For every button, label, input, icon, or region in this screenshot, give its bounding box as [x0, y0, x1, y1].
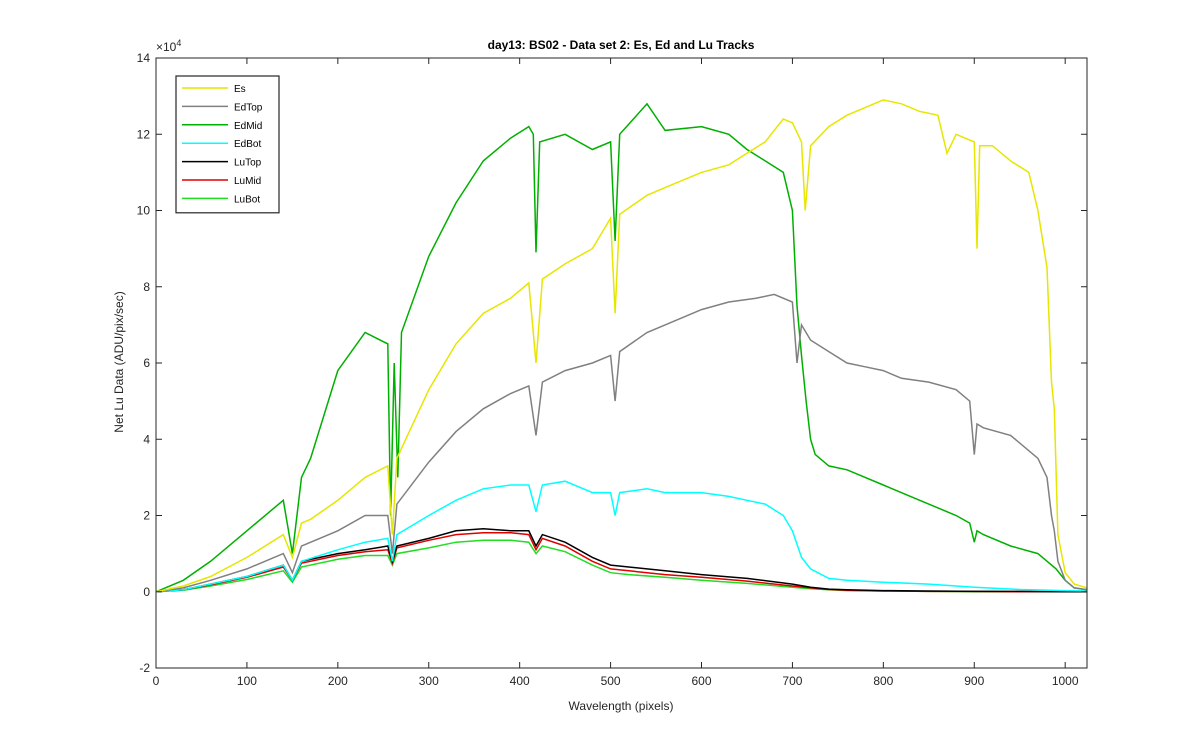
series-line-es — [156, 99, 1087, 593]
x-tick-label: 700 — [782, 674, 802, 688]
x-tick-label: 1000 — [1052, 674, 1079, 688]
legend-box — [175, 75, 280, 214]
series-line-edtop — [156, 293, 1087, 593]
y-tick-label: 4 — [143, 432, 150, 446]
series-line-edbot — [156, 480, 1087, 593]
y-tick-label: 10 — [137, 204, 151, 218]
y-tick-label: -2 — [139, 661, 150, 675]
x-tick-label: 800 — [873, 674, 893, 688]
x-axis-label: Wavelength (pixels) — [569, 699, 674, 713]
y-axis-label: Net Lu Data (ADU/pix/sec) — [112, 291, 126, 432]
y-exponent-power: 4 — [176, 38, 181, 48]
plot-lines — [156, 99, 1087, 593]
y-exponent-label: ×104 — [156, 38, 181, 54]
chart-title: day13: BS02 - Data set 2: Es, Ed and Lu … — [488, 38, 755, 52]
x-tick-label: 0 — [153, 674, 160, 688]
x-tick-label: 100 — [237, 674, 257, 688]
y-tick-label: 6 — [143, 356, 150, 370]
y-tick-label: 14 — [137, 51, 151, 65]
x-tick-label: 500 — [601, 674, 621, 688]
legend-label-lutop: LuTop — [234, 158, 262, 169]
x-tick-label: 300 — [419, 674, 439, 688]
legend-label-es: Es — [234, 84, 246, 95]
legend: Es EdTop EdMid EdBot LuTop LuMid LuBot — [175, 75, 280, 214]
legend-label-edbot: EdBot — [234, 139, 261, 150]
x-tick-label: 600 — [691, 674, 711, 688]
legend-label-lubot: LuBot — [234, 194, 260, 205]
x-tick-label: 400 — [510, 674, 530, 688]
y-tick-label: 8 — [143, 280, 150, 294]
legend-label-lumid: LuMid — [234, 176, 261, 187]
series-line-lutop — [156, 528, 1087, 593]
series-line-edmid — [156, 102, 1087, 593]
legend-label-edmid: EdMid — [234, 121, 262, 132]
legend-label-edtop: EdTop — [234, 102, 263, 113]
y-tick-label: 0 — [143, 585, 150, 599]
x-tick-label: 200 — [328, 674, 348, 688]
y-tick-label: 12 — [137, 127, 151, 141]
y-tick-label: 2 — [143, 509, 150, 523]
axis-ticks: 0 100 200 300 400 500 600 700 800 900 1000-2024681… — [137, 51, 1087, 688]
x-tick-label: 900 — [964, 674, 984, 688]
